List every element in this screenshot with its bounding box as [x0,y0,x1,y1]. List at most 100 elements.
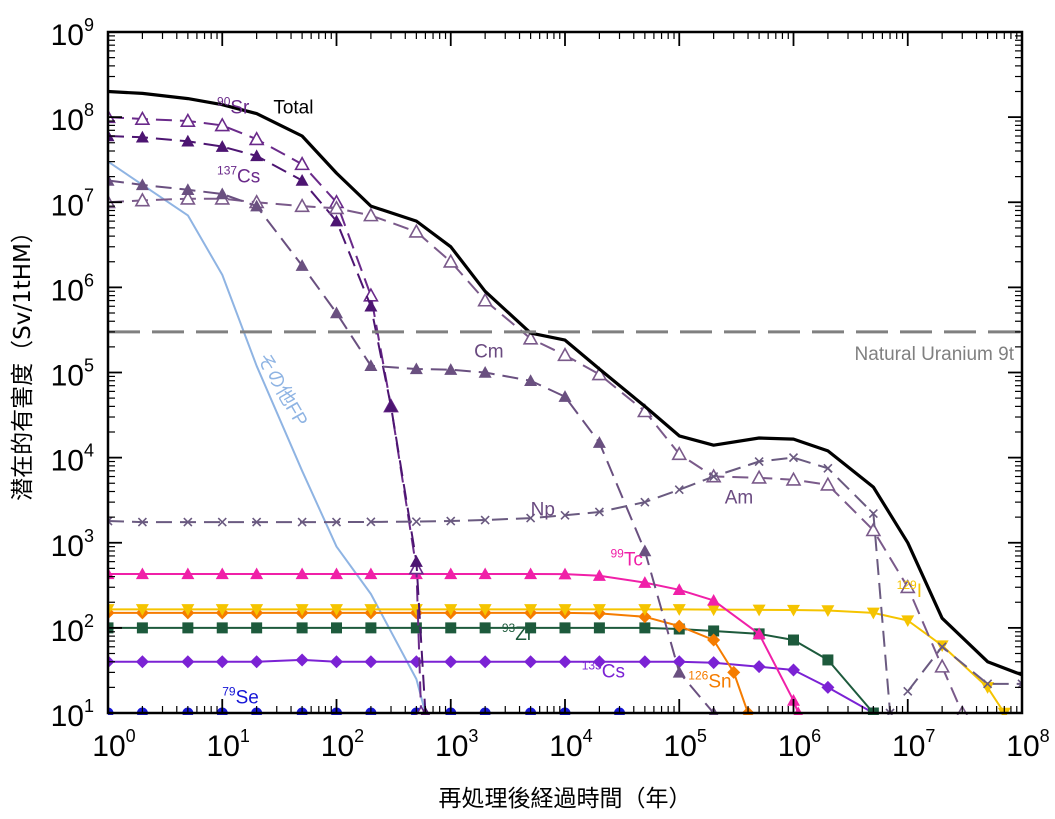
data-point-am-18 [785,471,802,486]
data-point-np-3 [217,517,227,527]
axis-layer: 100 101 102 103 104 105 106 107 1081011021031041… [51,15,1050,763]
data-point-np-tail-1 [937,642,947,652]
x-tick-label: 105 [664,726,707,763]
data-point-tc99-10 [478,567,492,580]
data-point-np-15 [674,485,684,495]
data-point-zr93-18 [788,634,799,646]
data-point-am-2 [179,190,196,205]
data-point-np-20 [868,509,878,519]
data-point-np-9 [446,516,456,526]
data-point-tc99-14 [638,576,652,588]
x-tick-label: 102 [321,726,364,763]
data-point-i129-10 [478,604,492,616]
data-point-am-1 [134,192,151,207]
data-point-cs135-9 [444,655,458,669]
series-total [108,89,1022,677]
data-point-cs137-1 [135,130,149,143]
data-point-i129-9 [444,604,458,616]
data-point-tc99-13 [592,569,606,581]
data-point-sr90-2 [179,112,196,128]
data-point-cm-13 [592,436,606,448]
data-point-cs135-15 [672,655,686,669]
y-tick-label: 106 [51,270,94,307]
data-point-cm-9 [444,363,458,375]
data-point-cs135-7 [364,655,378,669]
data-point-np-19 [823,463,833,473]
series-line-np-tail [907,645,1022,692]
data-point-am-15 [671,445,688,461]
label-np: Np [531,499,555,520]
natural-uranium-label: Natural Uranium 9t [855,344,1015,365]
y-tick-label: 107 [51,185,94,222]
data-point-cs135-14 [638,655,652,669]
x-tick-label: 108 [1006,726,1049,763]
series-sn126 [108,606,755,715]
data-point-tc99-17 [752,627,766,640]
data-point-i129-16 [707,604,721,617]
label-tc99: 99Tc [610,547,642,571]
data-point-cs135-17 [752,660,766,674]
data-point-i129-0 [108,604,115,616]
data-point-i129-6 [330,604,343,616]
data-point-am-10 [477,292,494,307]
data-point-i129-21 [901,615,915,628]
data-point-am-6 [328,200,345,215]
data-point-zr93-7 [365,622,377,634]
label-total: Total [273,98,313,119]
data-point-am-12 [557,346,573,362]
data-point-am-11 [522,330,539,345]
data-point-i129-20 [866,607,880,620]
data-point-cs137-2 [181,134,195,147]
data-point-cs135-5 [295,653,309,667]
data-point-tc99-12 [558,567,572,580]
data-point-zr93-19 [822,654,834,666]
data-point-i129-13 [592,604,606,616]
data-point-i129-14 [638,604,652,616]
data-point-tc99-5 [295,567,309,580]
data-point-zr93-12 [559,622,571,634]
data-point-sr90-7 [363,287,379,302]
data-point-np-14 [640,497,650,507]
data-point-cs135-11 [524,655,538,669]
label-i129: 129I [897,578,922,602]
data-point-cm-2 [181,183,195,196]
series-tc99 [108,567,803,715]
data-point-i129-23 [981,682,995,694]
y-tick-label: 109 [51,15,94,52]
data-point-i129-5 [295,604,309,616]
data-point-cs135-6 [330,655,343,669]
data-point-am-19 [820,476,836,491]
data-point-am-13 [591,366,608,381]
data-point-cm-14 [638,544,652,557]
data-point-zr93-2 [182,622,194,634]
data-point-cm-1 [135,178,149,191]
data-point-cs137-9 [409,555,423,567]
series-np [108,453,895,715]
data-point-i129-2 [181,604,195,616]
label-zr93: 93Zr [502,621,534,645]
series-line-total [108,89,1022,677]
series-np-tail [903,642,1022,696]
series-line-cs137 [108,135,427,714]
data-point-cs135-18 [787,663,800,677]
x-tick-label: 101 [207,726,250,763]
data-point-i129-19 [821,605,835,617]
data-point-tc99-6 [330,567,343,580]
series-layer [108,89,1022,715]
data-point-cs135-1 [135,655,149,669]
data-point-zr93-14 [639,622,651,634]
series-line-cm [108,179,715,714]
data-point-cm-12 [558,390,572,402]
data-point-sr90-4 [248,131,265,146]
data-point-np-7 [366,517,376,527]
data-point-cs135-4 [250,655,264,669]
data-point-cm-4 [250,199,264,212]
data-point-np-13 [594,507,604,517]
data-point-np-18 [788,453,799,463]
series-cm [108,174,719,715]
x-tick-label: 100 [92,726,135,763]
y-axis-title: 潜在的有害度（Sv/1tHM） [10,220,36,501]
data-point-zr93-16 [708,625,720,637]
data-point-i129-15 [672,604,686,616]
y-tick-label: 102 [51,611,94,648]
